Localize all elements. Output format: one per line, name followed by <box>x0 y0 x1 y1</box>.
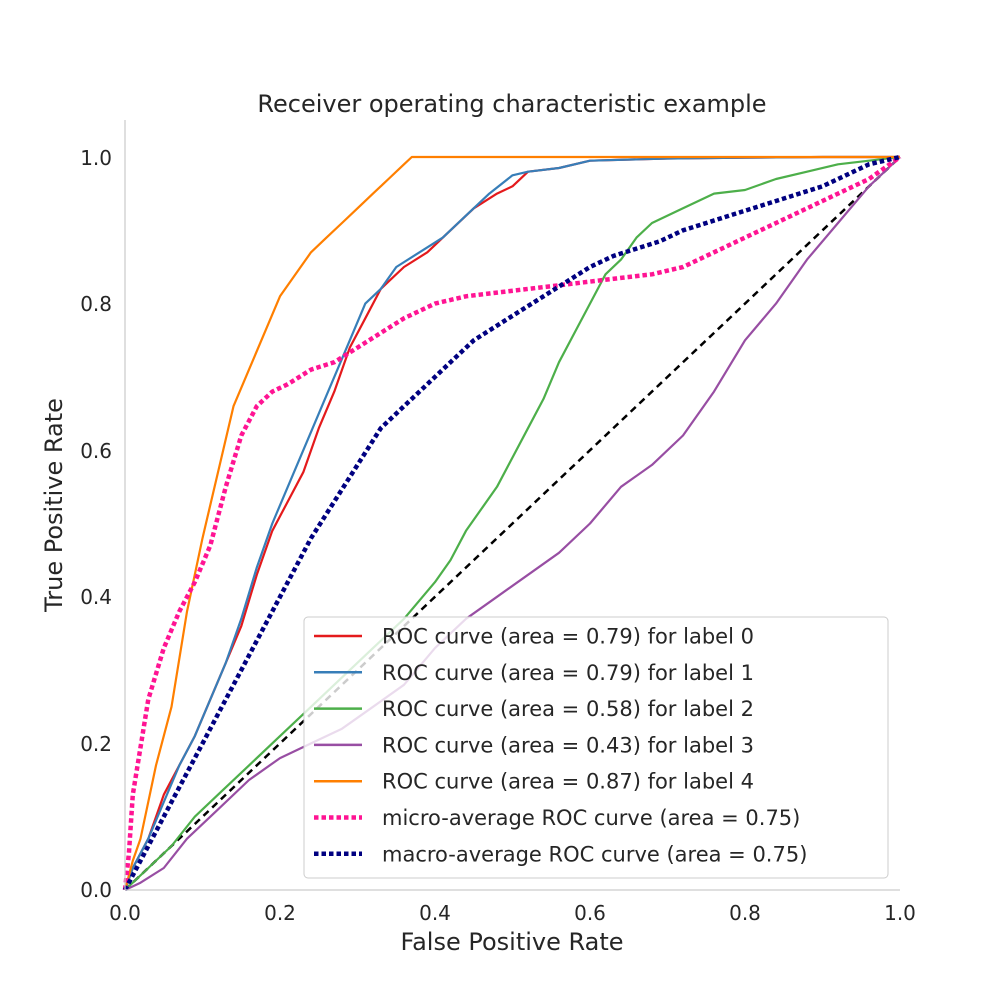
x-tick-label: 0.2 <box>264 901 296 925</box>
y-axis-label: True Positive Rate <box>40 398 68 613</box>
chart-title: Receiver operating characteristic exampl… <box>257 90 766 118</box>
x-tick-label: 1.0 <box>884 901 916 925</box>
series-line-roc-curve-area-0-87-for-label-4 <box>123 155 900 891</box>
legend-label: ROC curve (area = 0.79) for label 1 <box>382 661 754 685</box>
series-line-roc-curve-area-0-58-for-label-2 <box>124 155 901 891</box>
y-tick-labels: 0.0 0.2 0.4 0.6 0.8 1.0 <box>80 146 112 902</box>
series-line-roc-curve-area-0-79-for-label-1 <box>123 155 900 891</box>
legend: ROC curve (area = 0.79) for label 0 ROC c… <box>303 616 889 879</box>
x-tick-label: 0.6 <box>574 901 606 925</box>
legend-label: ROC curve (area = 0.79) for label 0 <box>382 625 754 649</box>
x-tick-label: 0.0 <box>109 901 141 925</box>
series-line-macro-average-roc-curve-area-0-75 <box>123 154 901 892</box>
legend-label: ROC curve (area = 0.87) for label 4 <box>382 770 754 794</box>
series-line-roc-curve-area-0-43-for-label-3 <box>124 156 901 891</box>
y-tick-label: 0.8 <box>80 292 112 316</box>
x-tick-label: 0.4 <box>419 901 451 925</box>
x-tick-label: 0.8 <box>729 901 761 925</box>
legend-label: ROC curve (area = 0.58) for label 2 <box>382 697 754 721</box>
series-line-micro-average-roc-curve-area-0-75 <box>122 155 902 891</box>
x-axis-label: False Positive Rate <box>400 928 623 956</box>
x-tick-labels: 0.0 0.2 0.4 0.6 0.8 1.0 <box>109 901 916 925</box>
legend-label: ROC curve (area = 0.43) for label 3 <box>382 733 754 757</box>
plot-area <box>122 154 902 892</box>
chance-line <box>124 156 901 891</box>
y-tick-label: 0.4 <box>80 585 112 609</box>
legend-label: macro-average ROC curve (area = 0.75) <box>382 842 807 866</box>
y-tick-label: 0.2 <box>80 732 112 756</box>
y-tick-label: 0.6 <box>80 439 112 463</box>
legend-label: micro-average ROC curve (area = 0.75) <box>382 806 800 830</box>
y-tick-label: 1.0 <box>80 146 112 170</box>
legend-box <box>303 616 889 879</box>
y-tick-label: 0.0 <box>80 878 112 902</box>
